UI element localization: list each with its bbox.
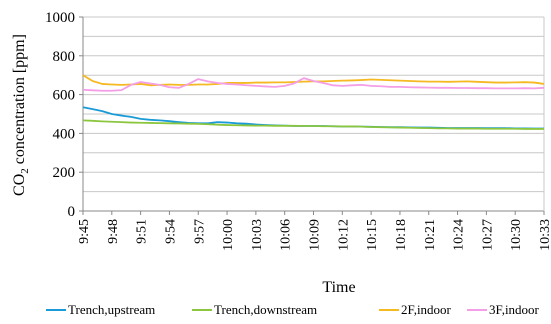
x-axis-title: Time [322,279,355,296]
legend-label-2: Trench,downstream [214,302,317,317]
y-tick-labels: 0 200 400 600 800 1000 [45,10,75,220]
legend-label-3: 2F,indoor [401,302,452,317]
x-tick-label-10:24: 10:24 [452,219,467,251]
x-tick-labels: 9:45 9:48 9:51 9:54 9:57 10:00 10:03 10:06 10:09… [77,219,551,251]
x-tick-label-9:45: 9:45 [77,219,92,244]
x-tick-label-10:15: 10:15 [365,219,380,251]
x-tick-label-10:09: 10:09 [308,219,323,251]
x-tick-label-9:48: 9:48 [106,219,121,244]
y-tick-label-400: 400 [53,126,76,142]
x-tick-label-10:18: 10:18 [394,219,409,251]
y-tick-label-0: 0 [68,204,76,220]
x-tick-label-10:21: 10:21 [423,219,438,251]
legend: Trench,upstream Trench,downstream 2F,indoo… [46,302,540,317]
x-tick-label-9:54: 9:54 [163,219,178,244]
series-line-4 [82,77,545,92]
x-tick-label-10:06: 10:06 [279,219,294,251]
x-tick-label-10:30: 10:30 [509,219,524,251]
x-tick-label-9:51: 9:51 [135,219,150,244]
gridlines [83,16,544,193]
x-tick-label-9:57: 9:57 [192,219,207,244]
y-tick-label-600: 600 [53,88,76,104]
y-tick-label-800: 800 [53,49,76,65]
y-axis-title-rest: concentration [ppm] [11,34,28,168]
legend-label-1: Trench,upstream [68,302,155,317]
x-tick-label-10:03: 10:03 [250,219,265,251]
axes [79,16,545,215]
x-tick-label-10:00: 10:00 [221,219,236,251]
y-axis-title-co: CO [11,174,28,196]
legend-label-4: 3F,indoor [489,302,540,317]
series-lines [82,74,545,130]
series-line-2 [82,119,544,130]
y-axis-title: CO2 concentration [ppm] [11,34,31,196]
x-tick-label-10:33: 10:33 [538,219,551,251]
x-tick-label-10:27: 10:27 [480,219,495,251]
y-axis-title-subscript: 2 [19,168,31,174]
y-tick-label-200: 200 [53,165,76,181]
x-tick-label-10:12: 10:12 [336,219,351,251]
y-tick-label-1000: 1000 [45,10,75,26]
